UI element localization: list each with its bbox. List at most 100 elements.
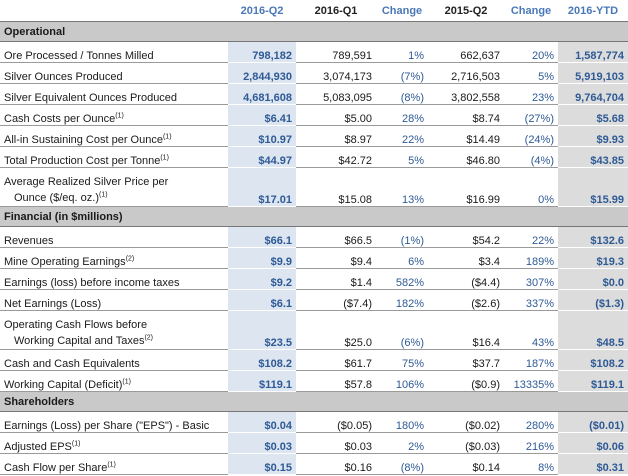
cell-2016-q2: $0.15 [228,453,296,475]
section-title: Shareholders [0,391,628,412]
section-title: Operational [0,21,628,42]
cell-change-q1: 5% [376,146,428,168]
cell-change-yoy: (4%) [504,146,558,168]
cell-2016-q1: $57.8 [296,370,376,392]
cell-2016-q1: $15.08 [296,167,376,207]
row-label-text: Working Capital and Taxes [14,335,145,347]
table-row: Mine Operating Earnings(2) $9.9 $9.4 6% … [0,247,628,269]
cell-change-yoy: 20% [504,41,558,63]
row-label: Operating Cash Flows before Working Capit… [0,310,228,350]
table-row: Silver Ounces Produced 2,844,930 3,074,1… [0,62,628,84]
cell-change-q1: (6%) [376,310,428,350]
cell-2016-ytd: $132.6 [558,226,628,248]
cell-2016-ytd: $119.1 [558,370,628,392]
cell-2015-q2: ($4.4) [428,268,504,290]
cell-2016-ytd: 1,587,774 [558,41,628,63]
cell-change-yoy: (27%) [504,104,558,126]
row-label: Silver Ounces Produced [0,62,228,84]
row-label: Average Realized Silver Price per Ounce (… [0,167,228,207]
cell-2016-q2: 798,182 [228,41,296,63]
header-row: 2016-Q2 2016-Q1 Change 2015-Q2 Change 20… [0,0,628,22]
section-shareholders: Shareholders [0,391,628,412]
cell-2016-q1: 3,074,173 [296,62,376,84]
row-label: Revenues [0,226,228,248]
cell-change-yoy: 189% [504,247,558,269]
cell-2016-q1: ($0.05) [296,411,376,433]
cell-2015-q2: $14.49 [428,125,504,147]
section-financial: Financial (in $millions) [0,206,628,227]
cell-2015-q2: $37.7 [428,349,504,371]
footnote-marker: (2) [125,255,135,263]
row-label: Mine Operating Earnings(2) [0,247,228,269]
cell-change-q1: 106% [376,370,428,392]
cell-2016-q2: $23.5 [228,310,296,350]
table-row: Adjusted EPS(1) $0.03 $0.03 2% ($0.03) 2… [0,432,628,454]
cell-2016-q2: $44.97 [228,146,296,168]
row-label-text: Cash Costs per Ounce [4,113,116,125]
cell-2016-q1: $42.72 [296,146,376,168]
cell-2016-q1: $5.00 [296,104,376,126]
cell-change-q1: 582% [376,268,428,290]
cell-change-yoy: 22% [504,226,558,248]
cell-2015-q2: $54.2 [428,226,504,248]
cell-2016-ytd: $0.0 [558,268,628,290]
cell-change-q1: 22% [376,125,428,147]
cell-2015-q2: 662,637 [428,41,504,63]
section-title: Financial (in $millions) [0,206,628,227]
cell-2016-q2: $9.2 [228,268,296,290]
row-label: Cash Flow per Share(1) [0,453,228,475]
cell-change-yoy: 337% [504,289,558,311]
cell-2016-q2: 2,844,930 [228,62,296,84]
header-label-blank [0,0,228,22]
row-label-text: All-in Sustaining Cost per Ounce [4,134,163,146]
cell-2015-q2: $16.4 [428,310,504,350]
table-row: Total Production Cost per Tonne(1) $44.9… [0,146,628,168]
cell-2016-q2: $6.1 [228,289,296,311]
cell-2016-q2: $10.97 [228,125,296,147]
row-label: Total Production Cost per Tonne(1) [0,146,228,168]
cell-change-q1: (1%) [376,226,428,248]
cell-change-yoy: 307% [504,268,558,290]
row-label: Earnings (Loss) per Share ("EPS") - Basi… [0,411,228,433]
cell-2016-q1: $0.16 [296,453,376,475]
cell-change-q1: 28% [376,104,428,126]
cell-change-yoy: 5% [504,62,558,84]
row-label: Net Earnings (Loss) [0,289,228,311]
cell-2016-q1: 5,083,095 [296,83,376,105]
cell-change-yoy: 280% [504,411,558,433]
cell-change-q1: 13% [376,167,428,207]
cell-2015-q2: $0.14 [428,453,504,475]
cell-2016-ytd: $43.85 [558,146,628,168]
row-label: Adjusted EPS(1) [0,432,228,454]
cell-2016-q2: $0.04 [228,411,296,433]
header-2015-q2: 2015-Q2 [444,4,488,17]
cell-change-yoy: 187% [504,349,558,371]
cell-2016-q1: ($7.4) [296,289,376,311]
table-row: Earnings (loss) before income taxes $9.2… [0,268,628,290]
cell-change-q1: 182% [376,289,428,311]
table-row: Earnings (Loss) per Share ("EPS") - Basi… [0,411,628,433]
cell-2016-q2: $17.01 [228,167,296,207]
row-label-text: Total Production Cost per Tonne [4,155,161,167]
row-label: Working Capital (Deficit)(1) [0,370,228,392]
cell-2015-q2: ($0.02) [428,411,504,433]
cell-2016-q2: $0.03 [228,432,296,454]
table-row: Cash and Cash Equivalents $108.2 $61.7 7… [0,349,628,371]
cell-change-yoy: 43% [504,310,558,350]
row-label: Cash and Cash Equivalents [0,349,228,371]
cell-change-q1: 6% [376,247,428,269]
table-row: Ore Processed / Tonnes Milled 798,182 78… [0,41,628,63]
table-row: Cash Flow per Share(1) $0.15 $0.16 (8%) … [0,453,628,475]
header-2016-q1: 2016-Q1 [314,4,358,17]
footnote-marker: (1) [122,378,131,386]
cell-2016-q2: 4,681,608 [228,83,296,105]
cell-change-yoy: 13335% [504,370,558,392]
row-label-line-2: Working Capital and Taxes(2) [4,333,224,349]
row-label-text: Silver Ounces Produced [4,71,123,83]
row-label-text: Earnings (loss) before income taxes [4,277,180,289]
cell-change-q1: 180% [376,411,428,433]
cell-2016-q2: $9.9 [228,247,296,269]
table-row: Silver Equivalent Ounces Produced 4,681,… [0,83,628,105]
cell-2016-ytd: ($0.01) [558,411,628,433]
footnote-marker: (1) [107,461,116,469]
